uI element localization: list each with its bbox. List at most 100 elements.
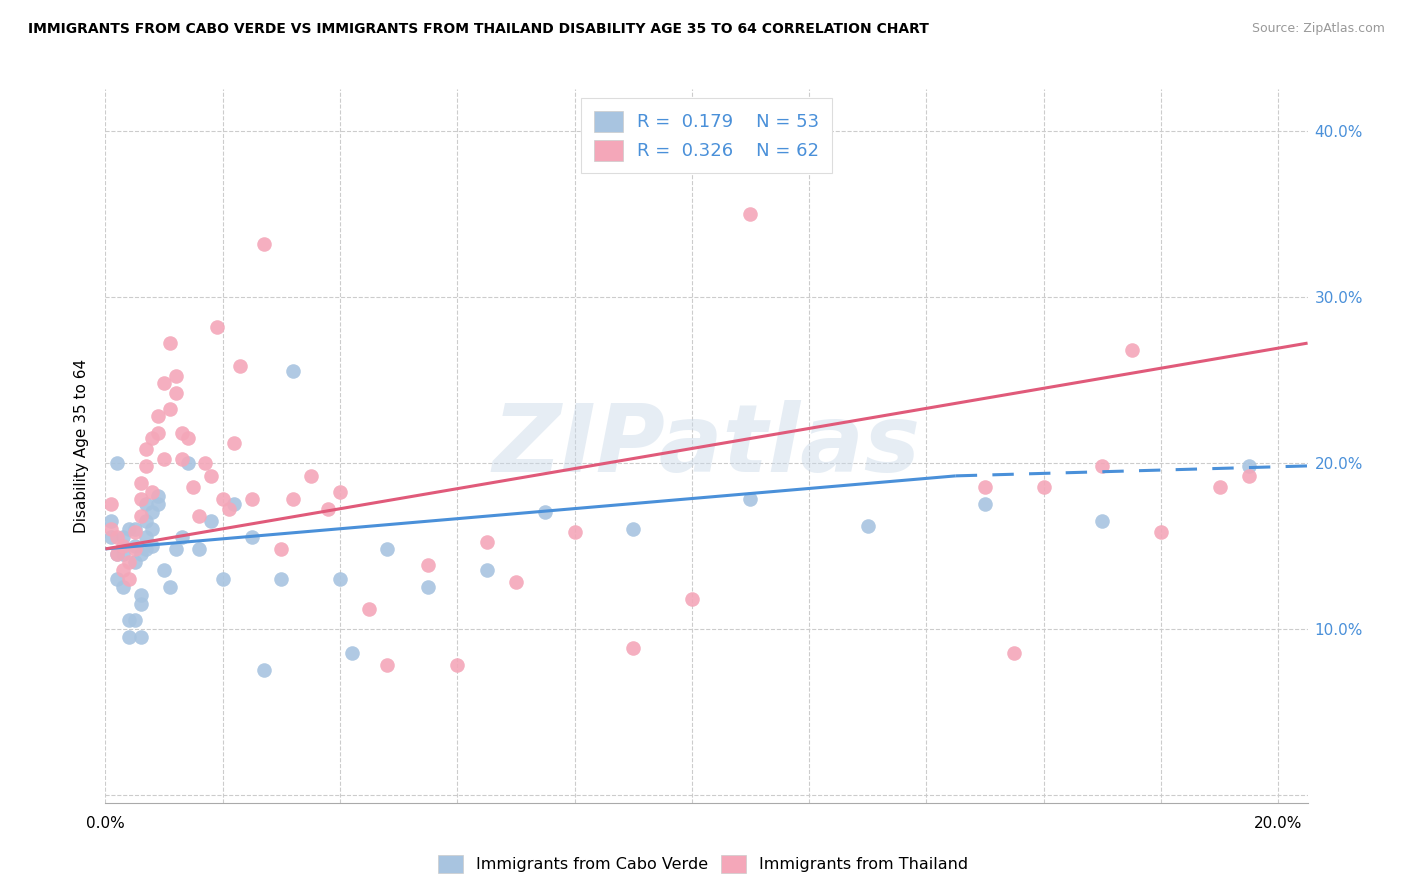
Point — [112, 539, 135, 553]
Point — [129, 630, 152, 644]
Point — [105, 572, 128, 586]
Point — [1150, 525, 1173, 540]
Point — [129, 508, 152, 523]
Point — [100, 530, 122, 544]
Point — [188, 508, 211, 523]
Point — [112, 530, 135, 544]
Point — [224, 497, 246, 511]
Point — [211, 492, 233, 507]
Point — [135, 497, 157, 511]
Point — [124, 541, 146, 556]
Point — [159, 580, 181, 594]
Point — [112, 580, 135, 594]
Point — [200, 514, 222, 528]
Point — [740, 207, 762, 221]
Text: 20.0%: 20.0% — [1254, 815, 1302, 830]
Point — [270, 572, 292, 586]
Point — [141, 522, 163, 536]
Point — [224, 435, 246, 450]
Point — [205, 319, 228, 334]
Text: Source: ZipAtlas.com: Source: ZipAtlas.com — [1251, 22, 1385, 36]
Point — [211, 572, 233, 586]
Point — [194, 456, 217, 470]
Point — [170, 530, 193, 544]
Point — [416, 580, 439, 594]
Point — [505, 575, 527, 590]
Point — [141, 431, 163, 445]
Point — [129, 475, 152, 490]
Point — [359, 601, 381, 615]
Point — [129, 492, 152, 507]
Point — [100, 497, 122, 511]
Point — [159, 402, 181, 417]
Text: IMMIGRANTS FROM CABO VERDE VS IMMIGRANTS FROM THAILAND DISABILITY AGE 35 TO 64 C: IMMIGRANTS FROM CABO VERDE VS IMMIGRANTS… — [28, 22, 929, 37]
Point — [170, 425, 193, 440]
Point — [446, 658, 468, 673]
Point — [1091, 514, 1114, 528]
Point — [1121, 343, 1143, 357]
Point — [124, 539, 146, 553]
Point — [105, 547, 128, 561]
Point — [316, 502, 339, 516]
Point — [974, 497, 997, 511]
Legend: Immigrants from Cabo Verde, Immigrants from Thailand: Immigrants from Cabo Verde, Immigrants f… — [432, 848, 974, 880]
Point — [270, 541, 292, 556]
Point — [135, 442, 157, 457]
Point — [141, 539, 163, 553]
Point — [153, 564, 176, 578]
Point — [329, 572, 352, 586]
Point — [135, 530, 157, 544]
Point — [1237, 458, 1260, 473]
Point — [856, 518, 879, 533]
Point — [1208, 481, 1230, 495]
Point — [118, 630, 141, 644]
Point — [375, 658, 398, 673]
Point — [141, 505, 163, 519]
Point — [188, 541, 211, 556]
Point — [183, 481, 205, 495]
Point — [229, 359, 252, 374]
Point — [176, 456, 198, 470]
Point — [1237, 468, 1260, 483]
Point — [112, 564, 135, 578]
Point — [153, 376, 176, 390]
Point — [340, 647, 363, 661]
Point — [100, 522, 122, 536]
Point — [240, 492, 263, 507]
Point — [299, 468, 322, 483]
Point — [124, 555, 146, 569]
Point — [1091, 458, 1114, 473]
Point — [218, 502, 240, 516]
Point — [253, 236, 276, 251]
Point — [534, 505, 557, 519]
Point — [159, 336, 181, 351]
Point — [118, 555, 141, 569]
Point — [112, 547, 135, 561]
Point — [124, 522, 146, 536]
Point — [281, 492, 304, 507]
Point — [1002, 647, 1025, 661]
Point — [165, 541, 187, 556]
Point — [170, 452, 193, 467]
Point — [240, 530, 263, 544]
Point — [118, 522, 141, 536]
Point — [153, 452, 176, 467]
Legend: R =  0.179    N = 53, R =  0.326    N = 62: R = 0.179 N = 53, R = 0.326 N = 62 — [581, 98, 832, 173]
Point — [135, 514, 157, 528]
Point — [176, 431, 198, 445]
Point — [974, 481, 997, 495]
Point — [165, 369, 187, 384]
Point — [148, 489, 170, 503]
Point — [740, 492, 762, 507]
Point — [281, 364, 304, 378]
Point — [165, 385, 187, 400]
Point — [124, 613, 146, 627]
Point — [148, 497, 170, 511]
Point — [118, 572, 141, 586]
Point — [681, 591, 703, 606]
Point — [105, 547, 128, 561]
Point — [100, 514, 122, 528]
Point — [1032, 481, 1054, 495]
Point — [200, 468, 222, 483]
Point — [148, 409, 170, 424]
